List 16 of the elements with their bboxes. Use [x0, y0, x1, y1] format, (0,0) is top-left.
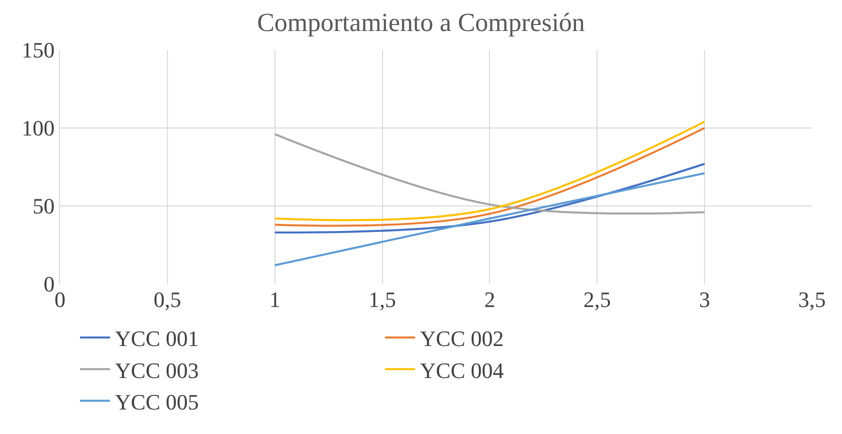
x-tick-label: 0,5 — [154, 287, 182, 312]
x-tick-label: 3,5 — [798, 287, 826, 312]
chart-title: Comportamiento a Compresión — [257, 8, 585, 38]
y-tick-label: 50 — [32, 194, 55, 219]
y-tick-label: 100 — [22, 116, 55, 141]
x-tick-label: 1,5 — [368, 287, 396, 312]
legend-label: YCC 003 — [115, 358, 199, 383]
x-tick-label: 3 — [699, 287, 710, 312]
legend-label: YCC 002 — [420, 326, 504, 352]
x-tick-label: 2,5 — [583, 287, 611, 312]
legend-label: YCC 005 — [115, 389, 199, 414]
x-tick-label: 2 — [484, 287, 496, 312]
y-tick-label: 150 — [22, 38, 55, 63]
legend-label: YCC 004 — [420, 358, 504, 383]
x-tick-label: 1 — [269, 287, 280, 312]
legend-label: YCC 001 — [115, 326, 199, 352]
